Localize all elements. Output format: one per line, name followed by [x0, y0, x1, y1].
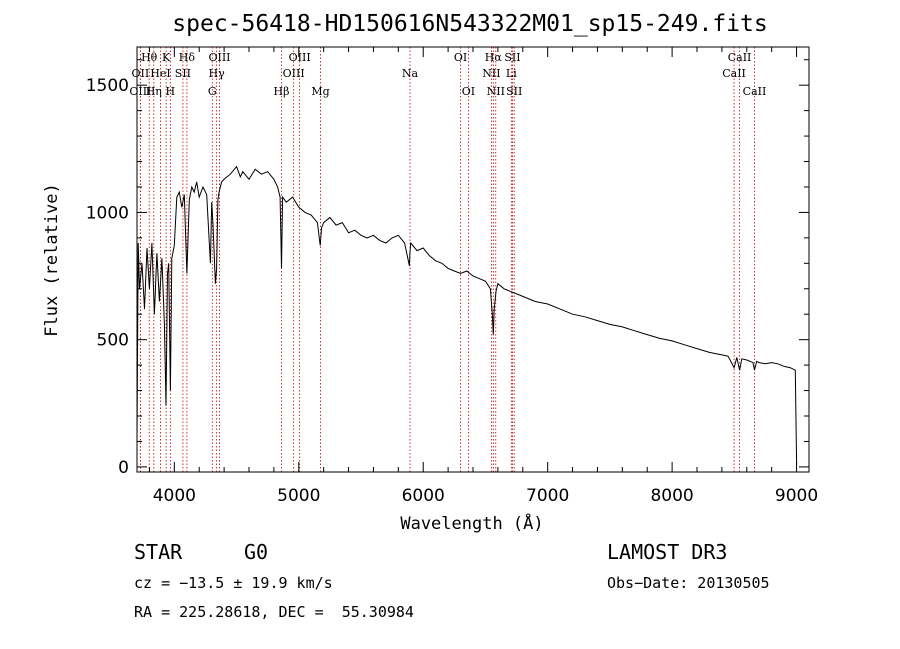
- spectral-line-label: Li: [506, 67, 517, 80]
- y-tick-label: 500: [97, 331, 129, 351]
- spectral-line-label: NII: [487, 85, 505, 98]
- spectral-line-label: Hη: [146, 85, 162, 98]
- spectral-line-label: HeI: [150, 67, 170, 80]
- spectral-line-label: Hβ: [274, 85, 290, 98]
- coordinates: RA = 225.28618, DEC = 55.30984: [134, 603, 414, 621]
- spectral-line-label: Hγ: [209, 67, 226, 80]
- redshift-cz: cz = −13.5 ± 19.9 km/s: [134, 574, 333, 592]
- object-class: STAR: [134, 540, 183, 564]
- x-tick-label: 4000: [153, 486, 196, 506]
- spectral-line-label: CaII: [728, 51, 752, 64]
- spectral-line-label: H: [166, 85, 176, 98]
- x-tick-label: 9000: [775, 486, 818, 506]
- spectral-line-label: G: [208, 85, 217, 98]
- spectral-line-label: SII: [506, 85, 522, 98]
- spectral-line-label: OIII: [129, 85, 151, 98]
- spectral-line-label: SII: [504, 51, 520, 64]
- y-tick-label: 1000: [86, 203, 129, 223]
- plot-frame: [136, 46, 810, 473]
- x-axis-ticks: 4000 5000 6000 7000 8000 9000: [148, 47, 818, 506]
- spectral-line-label: OIII: [208, 51, 230, 64]
- spectral-line-label: Hα: [485, 51, 503, 64]
- x-tick-label: 8000: [650, 486, 693, 506]
- spectral-line-label: NII: [482, 67, 500, 80]
- x-tick-label: 6000: [402, 486, 445, 506]
- spectral-line-label: Mg: [311, 85, 329, 98]
- subclass: G0: [244, 540, 269, 564]
- y-tick-label: 0: [118, 458, 129, 478]
- spectral-line-label: CaII: [743, 85, 767, 98]
- y-axis-label: Flux (relative): [42, 183, 62, 337]
- chart-title: spec-56418-HD150616N543322M01_sp15-249.f…: [172, 11, 767, 37]
- spectral-line-label: Hδ: [179, 51, 196, 64]
- spectral-line-label: OIII: [283, 67, 305, 80]
- spectral-line-label: OI: [454, 51, 467, 64]
- y-tick-label: 1500: [86, 76, 129, 96]
- spectral-line-label: Hθ: [141, 51, 158, 64]
- spectral-line-label: OII: [132, 67, 150, 80]
- spectral-line-label: Na: [402, 67, 419, 80]
- spectral-line-markers: [139, 47, 755, 472]
- spectral-line-label: OIII: [289, 51, 311, 64]
- x-tick-label: 5000: [277, 486, 320, 506]
- x-axis-label: Wavelength (Å): [400, 512, 543, 534]
- observation-date: Obs−Date: 20130505: [607, 574, 770, 592]
- flux-series-line: [136, 165, 798, 465]
- y-axis-ticks: 0 500 1000 1500: [86, 59, 809, 478]
- spectral-line-label: SII: [175, 67, 191, 80]
- spectral-line-label: OI: [462, 85, 475, 98]
- x-tick-label: 7000: [526, 486, 569, 506]
- survey-name: LAMOST DR3: [607, 540, 728, 564]
- spectral-line-label: CaII: [722, 67, 746, 80]
- spectral-line-label: K: [162, 51, 171, 64]
